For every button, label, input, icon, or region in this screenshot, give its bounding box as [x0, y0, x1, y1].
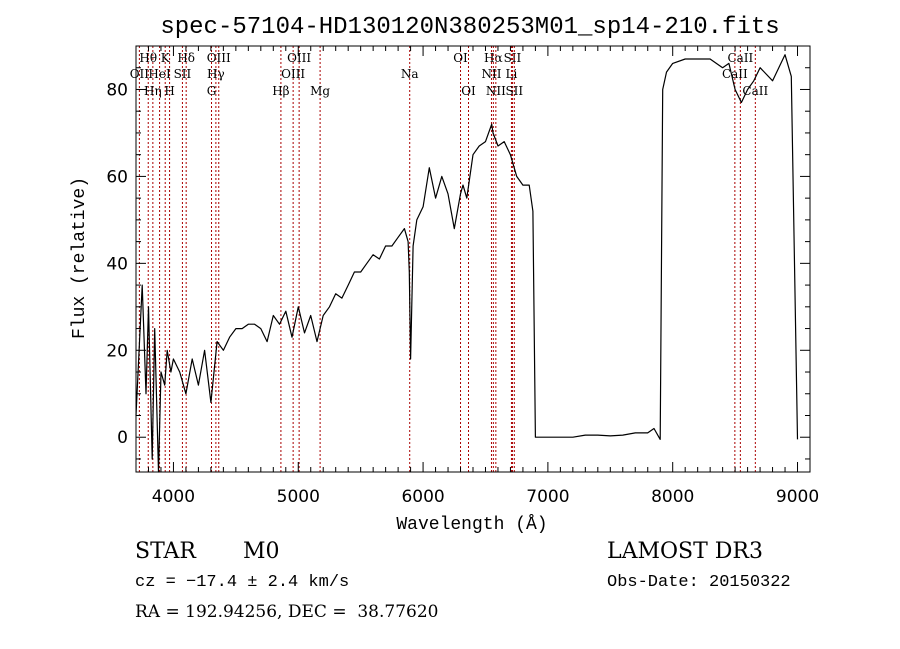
marker-label-21: SII	[504, 51, 522, 65]
coordinates-readout: RA = 192.94256, DEC = 38.77620	[135, 602, 439, 622]
marker-label-9: Hγ	[207, 67, 225, 81]
y-tick-label-3: 60	[106, 167, 128, 187]
y-axis-label: Flux (relative)	[70, 177, 90, 339]
line-markers: Hθ OII Hη K HeI H Hδ SII OIII Hγ G OIII OIII Hβ Mg Na OI…	[130, 46, 768, 472]
marker-label-16: OI	[453, 51, 468, 65]
x-tick-label-0: 4000	[152, 487, 195, 507]
y-tick-label-2: 40	[106, 254, 128, 274]
marker-label-18: Hα	[484, 51, 503, 65]
marker-label-22: Li	[506, 67, 518, 81]
x-axis-label: Wavelength (Å)	[396, 514, 547, 535]
x-tick-label-5: 9000	[776, 487, 819, 507]
marker-label-5: H	[164, 84, 174, 98]
marker-label-8: OIII	[207, 51, 231, 65]
marker-label-24: CaII	[727, 51, 753, 65]
marker-label-14: Mg	[310, 84, 330, 98]
marker-label-7: SII	[174, 67, 192, 81]
x-tick-label-3: 7000	[526, 487, 569, 507]
y-tick-label-0: 0	[117, 428, 128, 448]
marker-label-13: Hβ	[272, 84, 289, 98]
marker-label-2: Hη	[144, 84, 162, 98]
observation-date: Obs-Date: 20150322	[607, 573, 791, 592]
marker-label-0: Hθ	[139, 51, 157, 65]
marker-label-3: K	[161, 51, 171, 65]
x-tick-label-4: 8000	[651, 487, 694, 507]
x-tick-label-1: 5000	[277, 487, 320, 507]
marker-label-1: OII	[130, 67, 150, 81]
redshift-readout: cz = −17.4 ± 2.4 km/s	[135, 573, 350, 592]
marker-label-25: CaII	[722, 67, 748, 81]
marker-label-6: Hδ	[177, 51, 195, 65]
marker-label-12: OIII	[281, 67, 305, 81]
marker-label-23: SII	[505, 84, 523, 98]
x-axis: 4000 5000 6000 7000 8000 9000	[135, 46, 819, 507]
y-axis: 0 20 40 60 80	[106, 45, 810, 460]
y-tick-label-4: 80	[106, 80, 128, 100]
marker-label-11: OIII	[287, 51, 311, 65]
marker-label-19: NII	[481, 67, 501, 81]
x-tick-label-2: 6000	[401, 487, 444, 507]
plot-frame	[135, 45, 811, 473]
marker-label-4: HeI	[148, 67, 171, 81]
object-subclass: M0	[243, 539, 280, 564]
marker-label-17: OI	[461, 84, 476, 98]
survey-name: LAMOST DR3	[607, 539, 763, 564]
object-class: STAR	[135, 539, 196, 564]
spectrum-series	[135, 54, 799, 473]
spectrum-line-0	[135, 54, 799, 473]
y-tick-label-1: 20	[106, 341, 128, 361]
marker-label-10: G	[207, 84, 217, 98]
marker-label-20: NII	[486, 84, 506, 98]
marker-label-15: Na	[401, 67, 419, 81]
chart-title: spec-57104-HD130120N380253M01_sp14-210.f…	[160, 14, 779, 41]
